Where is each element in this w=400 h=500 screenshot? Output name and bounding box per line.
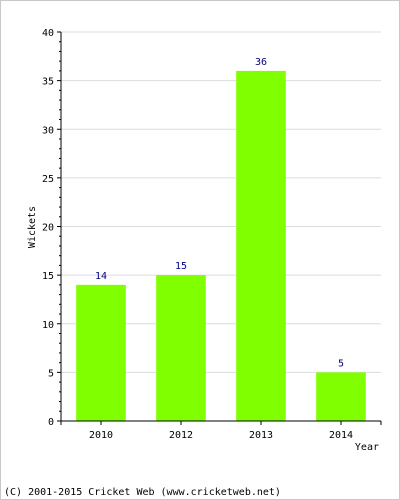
y-tick-label: 25 (42, 174, 54, 185)
x-tick-label: 2013 (249, 430, 273, 441)
data-labels: 14 15 36 5 (95, 57, 344, 369)
y-tick-label: 20 (42, 223, 54, 234)
y-tick-label: 5 (48, 368, 54, 379)
y-tick-label: 40 (42, 28, 54, 39)
bar-value-label: 15 (175, 261, 187, 272)
y-axis-ticks: 0 5 10 15 20 25 30 35 40 (42, 28, 61, 428)
x-axis-label: Year (355, 442, 379, 453)
x-tick-label: 2014 (329, 430, 353, 441)
bar (76, 284, 126, 421)
y-axis-label: Wickets (27, 206, 38, 248)
y-tick-label: 35 (42, 77, 54, 88)
x-axis-ticks: 2010 2012 2013 2014 (60, 421, 382, 441)
x-tick-label: 2010 (89, 430, 113, 441)
y-tick-label: 0 (48, 417, 54, 428)
bar (316, 372, 366, 421)
bar-value-label: 14 (95, 271, 107, 282)
y-tick-label: 15 (42, 271, 54, 282)
bar-value-label: 5 (338, 358, 344, 369)
bar (236, 70, 286, 422)
footer-copyright: (C) 2001-2015 Cricket Web (www.cricketwe… (4, 487, 281, 498)
bar (156, 275, 206, 421)
bars (76, 70, 366, 422)
x-tick-label: 2012 (169, 430, 193, 441)
bar-value-label: 36 (255, 57, 267, 68)
y-tick-label: 10 (42, 320, 54, 331)
y-tick-label: 30 (42, 125, 54, 136)
